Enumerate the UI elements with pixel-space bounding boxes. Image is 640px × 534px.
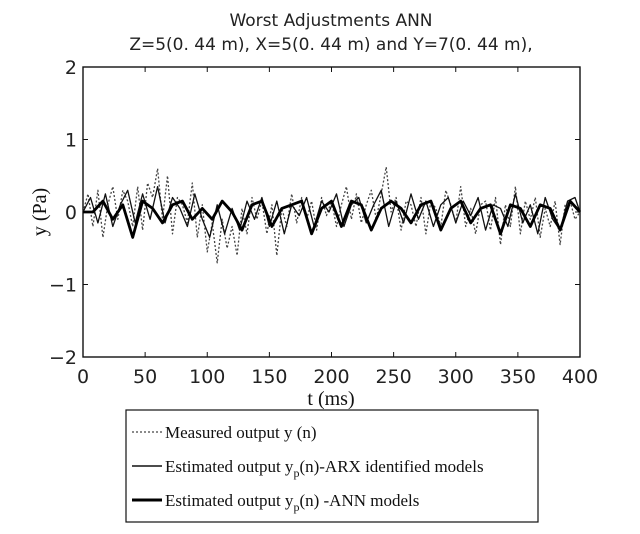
legend-ann-text: Estimated output y <box>165 491 294 510</box>
x-tick-label: 400 <box>562 366 598 388</box>
legend-label-ann: Estimated output yp(n) -ANN models <box>165 491 419 514</box>
legend-arx-sub: p <box>293 466 299 480</box>
x-tick-label: 200 <box>313 366 349 388</box>
series-layer <box>82 166 582 264</box>
y-tick-label: −1 <box>49 275 77 297</box>
legend-box <box>125 409 539 523</box>
y-tick-label: 0 <box>65 202 77 224</box>
plot-frame <box>82 66 581 358</box>
y-axis-label: y (Pa) <box>29 188 51 236</box>
series-measured-line <box>82 166 581 264</box>
x-tick-label: 250 <box>375 366 411 388</box>
y-tick-label: −2 <box>49 347 77 369</box>
legend-arx-suffix: (n)-ARX identified models <box>299 457 483 476</box>
x-tick-label: 300 <box>438 366 474 388</box>
x-tick-label: 150 <box>251 366 287 388</box>
series-ann-line <box>83 199 582 239</box>
chart-title: Worst Adjustments ANN <box>229 11 432 31</box>
legend: Measured output y (n) Estimated output y… <box>125 409 539 523</box>
series-arx-line <box>82 185 581 239</box>
axis-ticks: 0 50 100 150 200 250 300 350 400 2 1 0 −1 −2 <box>49 57 598 388</box>
legend-label-arx: Estimated output yp(n)-ARX identified mo… <box>165 457 484 480</box>
chart-subtitle: Z=5(0. 44 m), X=5(0. 44 m) and Y=7(0. 44… <box>129 35 532 55</box>
x-tick-label: 100 <box>189 366 225 388</box>
y-tick-label: 2 <box>65 57 77 79</box>
legend-ann-sub: p <box>293 500 299 514</box>
x-tick-label: 50 <box>133 366 157 388</box>
legend-arx-text: Estimated output y <box>165 457 294 476</box>
x-axis-label: t (ms) <box>307 388 354 410</box>
legend-label-measured: Measured output y (n) <box>165 423 317 442</box>
y-tick-label: 1 <box>65 130 77 152</box>
x-tick-label: 0 <box>77 366 89 388</box>
legend-ann-suffix: (n) -ANN models <box>299 491 419 510</box>
x-tick-label: 350 <box>500 366 536 388</box>
